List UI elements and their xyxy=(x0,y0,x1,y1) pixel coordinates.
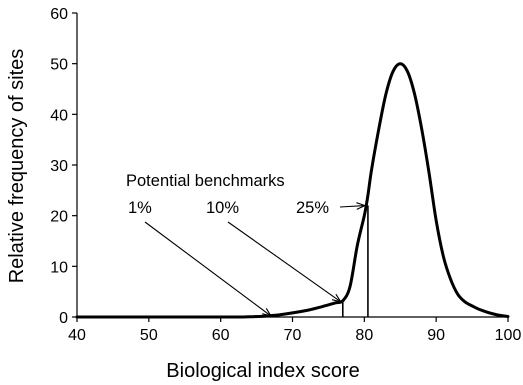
benchmark-arrow-25pct-head xyxy=(356,202,367,210)
y-tick-label: 40 xyxy=(50,107,68,124)
benchmark-label-25pct: 25% xyxy=(296,199,329,217)
y-tick-label: 30 xyxy=(50,158,68,175)
benchmark-arrow-1pct-head xyxy=(262,308,273,317)
benchmark-arrow-10pct xyxy=(227,221,342,303)
x-tick-label: 60 xyxy=(212,327,230,344)
x-ticks: 40 50 60 70 80 90 100 xyxy=(68,317,521,344)
y-ticks: 0 10 20 30 40 50 60 xyxy=(50,6,77,327)
x-tick-label: 80 xyxy=(355,327,373,344)
axes xyxy=(76,13,508,318)
benchmark-label-1pct: 1% xyxy=(128,199,152,217)
x-tick-label: 70 xyxy=(284,327,302,344)
y-tick-label: 50 xyxy=(50,57,68,74)
x-tick-label: 90 xyxy=(427,327,445,344)
y-tick-label: 20 xyxy=(50,209,68,226)
benchmark-arrow-10pct-head xyxy=(331,293,342,303)
benchmarks-heading: Potential benchmarks xyxy=(126,172,285,190)
x-tick-label: 100 xyxy=(495,327,522,344)
y-tick-label: 60 xyxy=(50,6,68,23)
frequency-curve xyxy=(75,62,510,319)
x-axis-title: Biological index score xyxy=(166,360,359,382)
y-axis-title: Relative frequency of sites xyxy=(6,49,28,284)
y-tick-label: 10 xyxy=(50,259,68,276)
benchmark-arrow-1pct xyxy=(144,221,272,317)
x-tick-label: 40 xyxy=(68,327,86,344)
benchmark-arrow-25pct xyxy=(339,204,365,208)
x-tick-label: 50 xyxy=(140,327,158,344)
benchmark-label-10pct: 10% xyxy=(206,199,239,217)
benchmark-annotations: Potential benchmarks 1% 10% 25% xyxy=(126,172,369,317)
y-tick-label: 0 xyxy=(59,310,68,327)
